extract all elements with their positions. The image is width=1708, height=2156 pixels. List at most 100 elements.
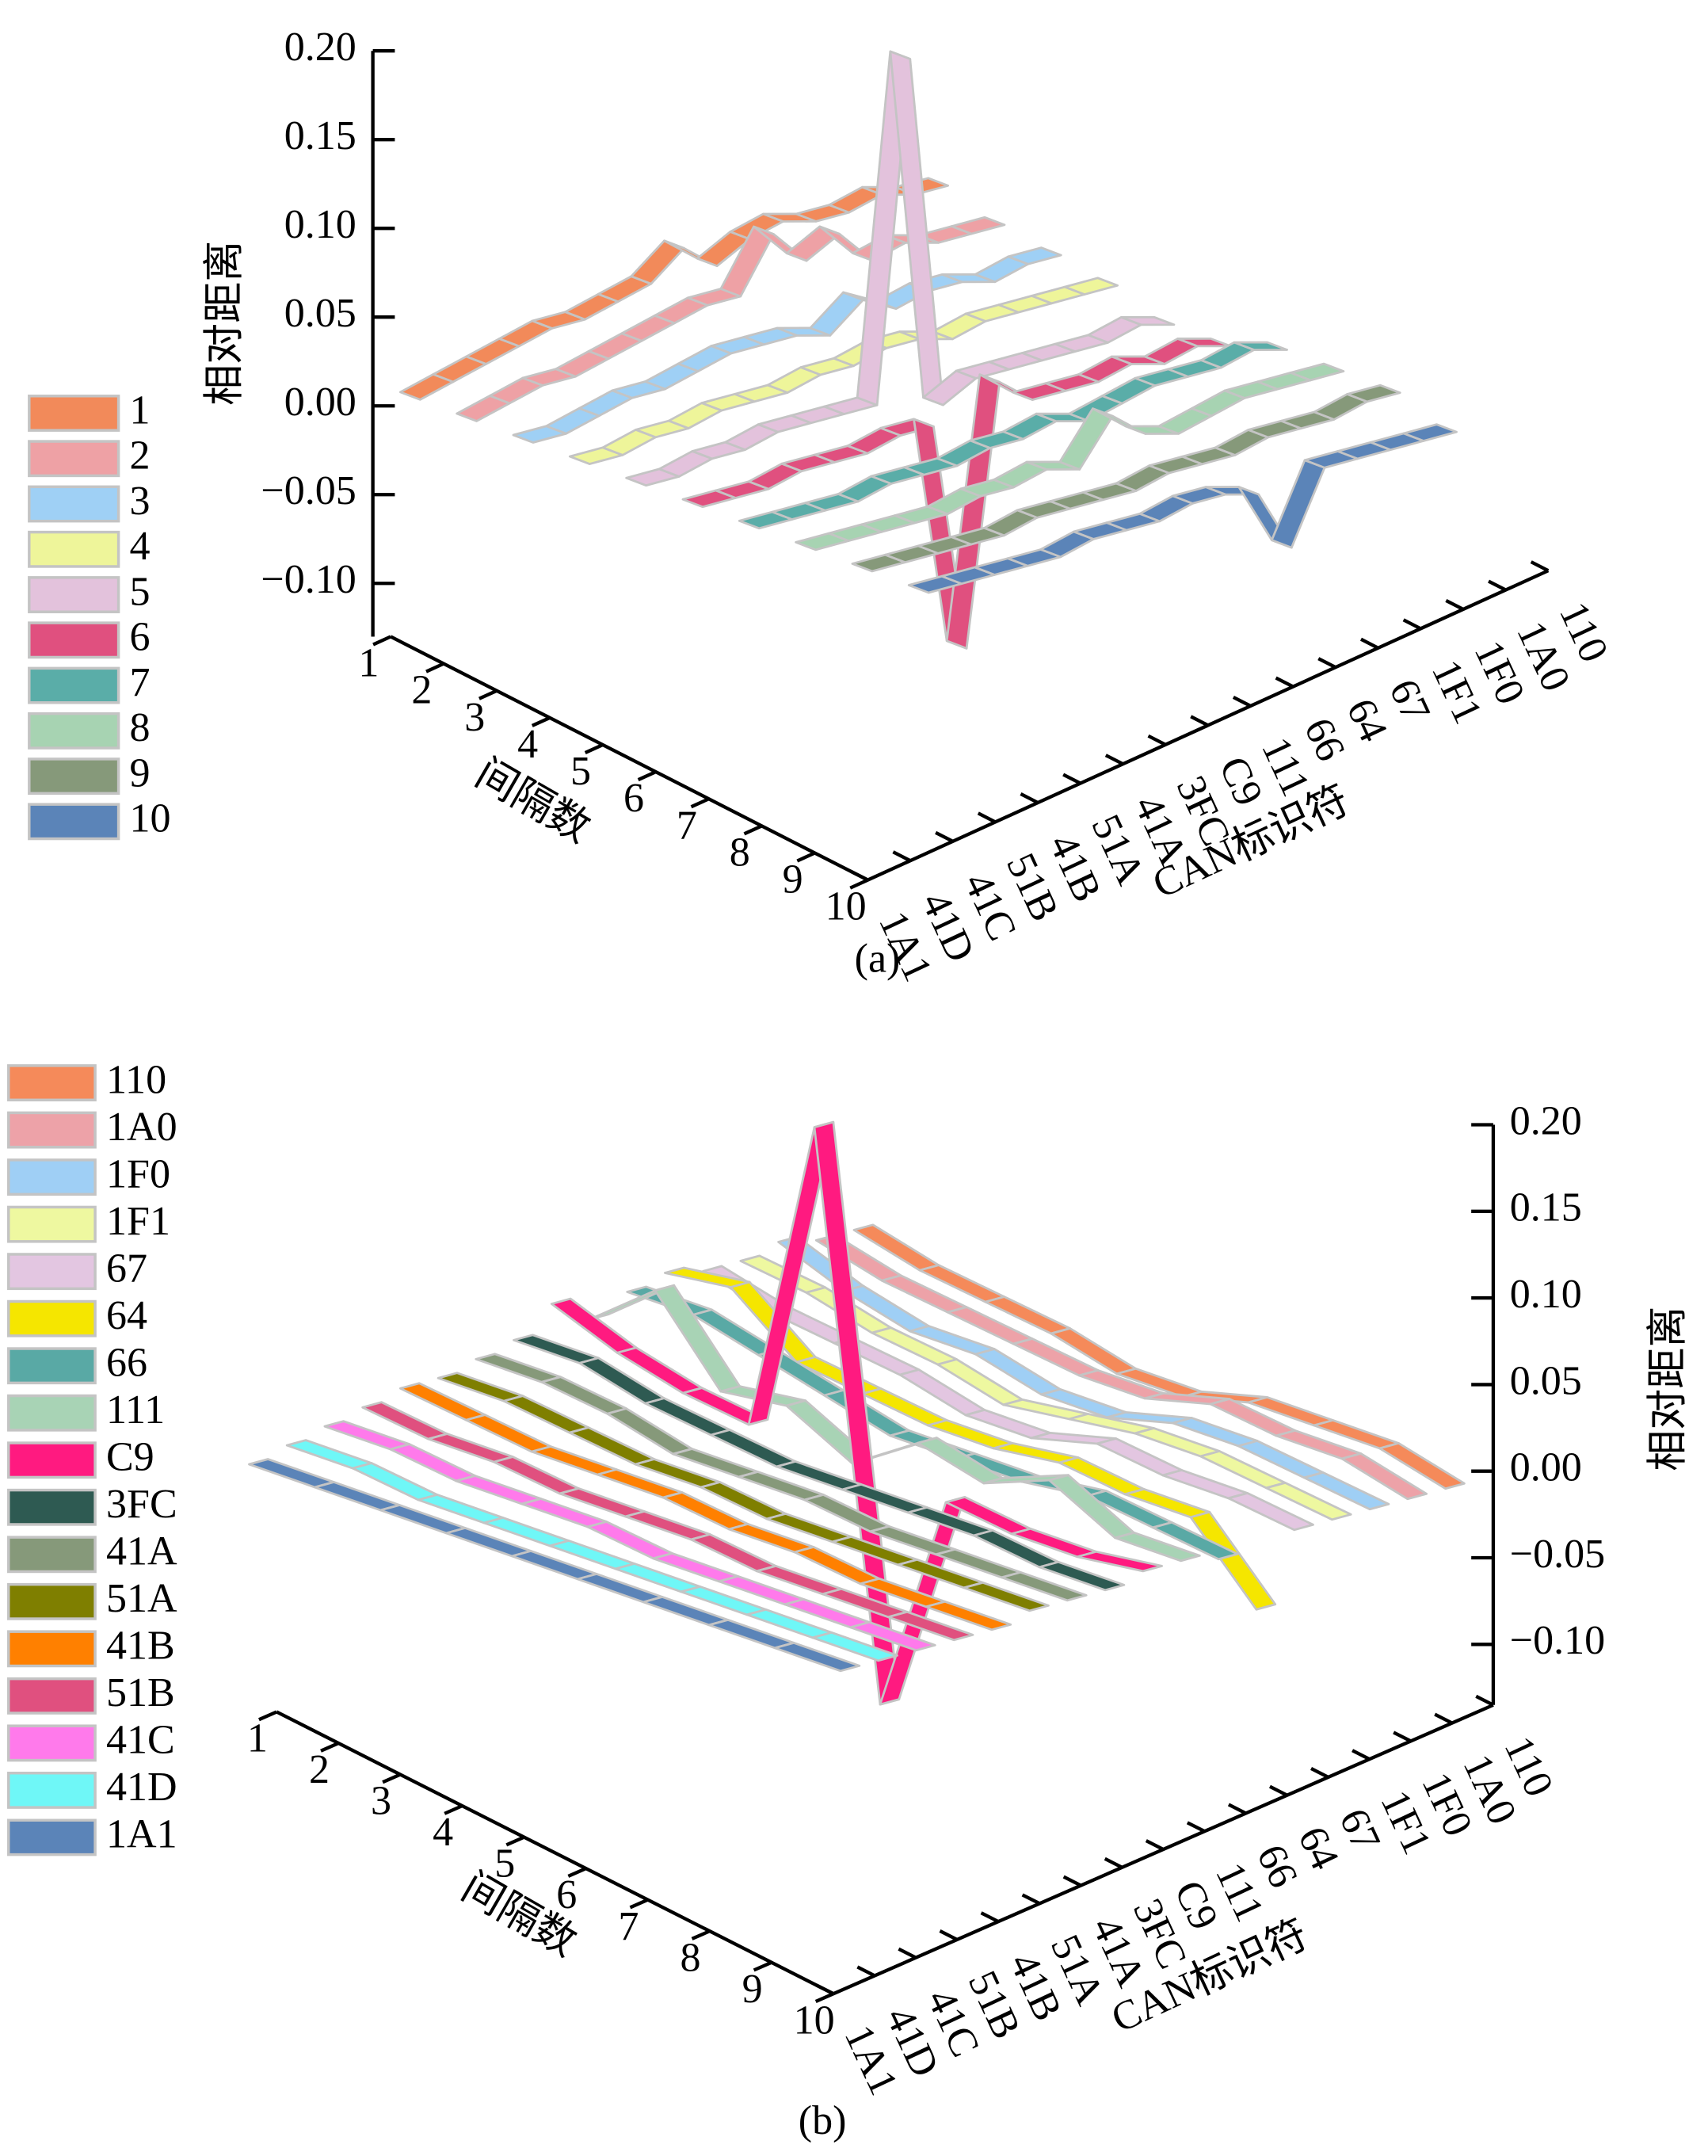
ribbon-segment xyxy=(1302,1471,1390,1511)
depth-tick xyxy=(1145,1839,1165,1851)
legend-label: 8 xyxy=(129,705,150,750)
legend-swatch xyxy=(28,485,120,523)
depth-tick xyxy=(1310,1767,1329,1779)
x-tick xyxy=(1402,618,1422,631)
legend-label: 51B xyxy=(106,1670,175,1715)
z-tick-label: 0.20 xyxy=(284,25,356,70)
z-tick-label: −0.05 xyxy=(1510,1532,1605,1577)
ribbon-segment xyxy=(811,1631,898,1662)
ribbon-segment xyxy=(849,1620,936,1652)
legend-label: C9 xyxy=(106,1435,154,1480)
legend-swatch xyxy=(28,395,120,432)
ribbon-segment xyxy=(1289,362,1345,382)
x-tick-label: 5 xyxy=(494,1841,515,1887)
depth-tick xyxy=(425,662,444,674)
x-tick xyxy=(1359,637,1379,650)
x-tick xyxy=(892,850,912,863)
z-axis-label: 相对距离 xyxy=(1645,1307,1691,1471)
legend-swatch xyxy=(7,1488,97,1526)
ribbon-segment xyxy=(437,1372,524,1402)
legend-label: 110 xyxy=(106,1057,166,1102)
legend-swatch xyxy=(7,1724,97,1762)
legend-label: 2 xyxy=(129,433,150,479)
x-tick xyxy=(1530,560,1550,573)
depth-tick xyxy=(939,1929,959,1941)
depth-tick xyxy=(1227,1803,1247,1815)
ribbon-segment xyxy=(427,1433,514,1463)
z-tick-label: 0.20 xyxy=(1510,1098,1582,1143)
z-tick-label: 0.15 xyxy=(1510,1185,1582,1231)
x-tick-label: 4 xyxy=(433,1810,453,1855)
legend-label: 41A xyxy=(106,1529,177,1574)
legend-swatch xyxy=(7,1582,97,1620)
ribbon-segment xyxy=(624,1510,711,1541)
depth-tick xyxy=(690,797,710,809)
ribbon-segment xyxy=(773,1641,861,1673)
legend-swatch xyxy=(7,1771,97,1809)
ribbon-segment xyxy=(809,291,864,337)
legend-swatch xyxy=(28,440,120,478)
depth-tick xyxy=(1475,1694,1494,1707)
depth-tick xyxy=(1062,1875,1082,1887)
legend-swatch xyxy=(7,1347,97,1385)
depth-tick xyxy=(1104,1856,1123,1869)
ribbon-segment xyxy=(1340,1452,1428,1501)
ribbon-segment xyxy=(1402,423,1458,442)
ribbon-segment xyxy=(1233,341,1288,351)
x-tick-label: 3 xyxy=(371,1779,391,1824)
depth-tick-label: 9 xyxy=(783,857,803,902)
legend-label: 41D xyxy=(106,1765,177,1810)
ribbon-segment xyxy=(314,1481,401,1512)
legend-swatch xyxy=(7,1205,97,1243)
ribbon-segment xyxy=(945,373,1001,650)
depth-tick-label: 4 xyxy=(517,722,538,767)
legend-label: 67 xyxy=(106,1246,147,1291)
x-tick xyxy=(1445,598,1464,611)
ribbon-segment xyxy=(513,1334,600,1364)
z-tick-label: 0.15 xyxy=(284,113,356,158)
depth-tick xyxy=(898,1947,917,1959)
ribbon-segment xyxy=(841,1483,928,1514)
legend-label: 111 xyxy=(106,1387,165,1433)
x-tick-label: 10 xyxy=(794,1998,835,2043)
ribbon-segment xyxy=(530,1445,618,1476)
x-tick xyxy=(444,1804,463,1815)
depth-tick xyxy=(1393,1731,1412,1743)
depth-tick xyxy=(1434,1712,1453,1725)
legend-swatch xyxy=(28,576,120,613)
x-tick-label: 7 xyxy=(618,1904,639,1949)
x-tick xyxy=(1104,754,1124,766)
depth-tick xyxy=(1352,1749,1371,1761)
legend-label: 5 xyxy=(129,569,150,614)
legend-label: 64 xyxy=(106,1293,147,1338)
ribbon-segment xyxy=(1189,1510,1277,1611)
legend-label: 3 xyxy=(129,479,150,524)
depth-tick-label: 3 xyxy=(464,695,485,740)
legend-label: 3FC xyxy=(106,1482,177,1527)
legend-label: 66 xyxy=(106,1341,147,1386)
ribbon-segment xyxy=(889,50,944,406)
ribbon-segment xyxy=(925,1600,1012,1631)
depth-tick xyxy=(1186,1821,1206,1834)
legend-label: 41C xyxy=(106,1718,175,1763)
x-tick xyxy=(1062,773,1081,785)
x-tick xyxy=(1275,676,1294,689)
legend-swatch xyxy=(7,1299,97,1337)
legend-swatch xyxy=(7,1630,97,1668)
x-tick xyxy=(567,1867,587,1878)
ribbon-segment xyxy=(963,1581,1050,1612)
ribbon-segment xyxy=(323,1420,411,1451)
legend-swatch xyxy=(28,530,120,568)
ribbon-segment xyxy=(1063,277,1119,296)
x-tick xyxy=(1020,792,1039,804)
legend-label: 1F0 xyxy=(106,1151,170,1196)
depth-tick xyxy=(531,715,551,727)
x-tick xyxy=(320,1742,340,1753)
x-tick xyxy=(382,1772,402,1784)
legend-swatch xyxy=(28,803,120,841)
legend-label: 4 xyxy=(129,524,150,569)
ribbon-segment xyxy=(1346,384,1401,403)
caption: (a) xyxy=(855,937,901,982)
legend-swatch xyxy=(7,1818,97,1856)
